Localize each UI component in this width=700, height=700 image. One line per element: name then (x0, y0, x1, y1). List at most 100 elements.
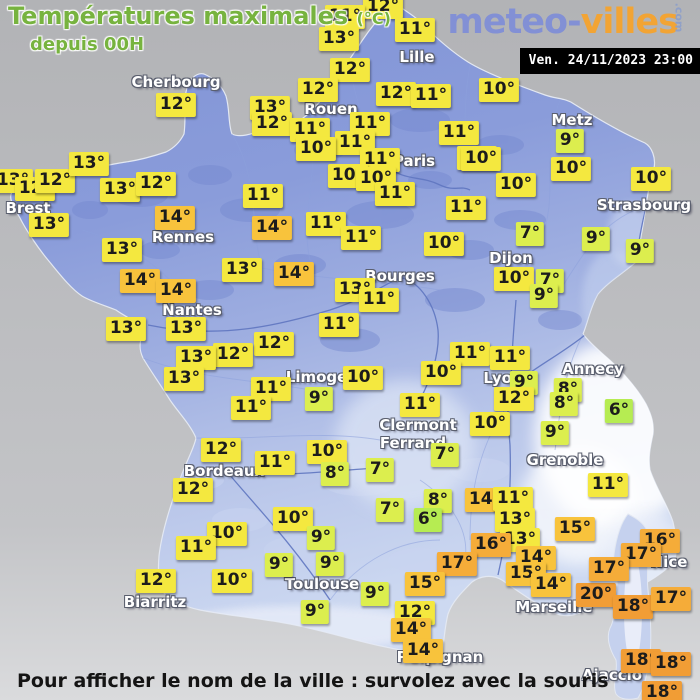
temp-label[interactable]: 17° (650, 587, 692, 611)
temp-label[interactable]: 13° (175, 346, 217, 370)
temp-label[interactable]: 11° (399, 393, 441, 417)
temp-label[interactable]: 11° (374, 182, 416, 206)
temp-label[interactable]: 14° (402, 639, 444, 663)
temp-label[interactable]: 14° (119, 269, 161, 293)
temp-label[interactable]: 12° (493, 387, 535, 411)
temp-label[interactable]: 7° (430, 443, 460, 467)
temp-label[interactable]: 11° (489, 346, 531, 370)
footer-hint: Pour afficher le nom de la ville : survo… (17, 670, 609, 692)
temp-label[interactable]: 10° (495, 173, 537, 197)
temp-label[interactable]: 11° (324, 5, 366, 29)
temp-label[interactable]: 16° (470, 533, 512, 557)
temp-label[interactable]: 12° (251, 112, 293, 136)
temp-label[interactable]: 9° (540, 421, 570, 445)
page-title: Températures maximales (8, 2, 349, 30)
temp-label[interactable]: 10° (469, 412, 511, 436)
temp-label[interactable]: 13° (99, 178, 141, 202)
temp-label[interactable]: 11° (358, 288, 400, 312)
temp-label[interactable]: 12° (212, 343, 254, 367)
temp-label[interactable]: 13° (105, 317, 147, 341)
temp-label[interactable]: 12° (297, 78, 339, 102)
temp-label[interactable]: 13° (28, 213, 70, 237)
temp-label[interactable]: 13° (221, 258, 263, 282)
temp-label[interactable]: 7° (365, 458, 395, 482)
temp-label[interactable]: 9° (315, 552, 345, 576)
temp-label[interactable]: 11° (445, 196, 487, 220)
temp-label[interactable]: 9° (360, 582, 390, 606)
temp-label[interactable]: 6° (604, 399, 634, 423)
temp-label[interactable]: 14° (390, 618, 432, 642)
temp-label[interactable]: 7° (375, 498, 405, 522)
temp-label[interactable]: 6° (413, 508, 443, 532)
temp-label[interactable]: 14° (251, 216, 293, 240)
temp-label[interactable]: 11° (492, 487, 534, 511)
temp-label[interactable]: 11° (334, 131, 376, 155)
temp-label[interactable]: 11° (410, 84, 452, 108)
temp-label[interactable]: 13° (318, 27, 360, 51)
temp-label[interactable]: 11° (305, 212, 347, 236)
temp-label[interactable]: 14° (154, 206, 196, 230)
temp-label[interactable]: 13° (165, 317, 207, 341)
city-label-nantes: Nantes (162, 301, 222, 319)
temp-label[interactable]: 10° (460, 147, 502, 171)
temp-label[interactable]: 8° (549, 392, 579, 416)
temp-label[interactable]: 12° (135, 172, 177, 196)
temp-label[interactable]: 12° (135, 569, 177, 593)
temp-label[interactable]: 13° (101, 238, 143, 262)
temp-label[interactable]: 15° (404, 572, 446, 596)
temp-label[interactable]: 9° (300, 600, 330, 624)
temp-label[interactable]: 10° (423, 232, 465, 256)
temp-label[interactable]: 9° (264, 553, 294, 577)
temp-label[interactable]: 10° (272, 507, 314, 531)
temp-label[interactable]: 11° (175, 536, 217, 560)
temp-label[interactable]: 11° (587, 473, 629, 497)
temp-label[interactable]: 7° (515, 222, 545, 246)
temp-label[interactable]: 18° (612, 595, 654, 619)
city-label-grenoble: Grenoble (526, 451, 604, 469)
temp-label[interactable]: 10° (550, 157, 592, 181)
temp-label[interactable]: 12° (375, 82, 417, 106)
temp-label[interactable]: 14° (530, 573, 572, 597)
temp-label[interactable]: 10° (493, 267, 535, 291)
temp-label[interactable]: 10° (478, 78, 520, 102)
temp-label[interactable]: 18° (641, 681, 683, 700)
temp-label[interactable]: 20° (575, 583, 617, 607)
temp-label[interactable]: 12° (155, 93, 197, 117)
temp-label[interactable]: 15° (554, 517, 596, 541)
temp-label[interactable]: 11° (254, 451, 296, 475)
temp-label[interactable]: 13° (163, 367, 205, 391)
city-label-rouen: Rouen (304, 100, 358, 118)
temp-label[interactable]: 11° (394, 18, 436, 42)
temp-label[interactable]: 17° (588, 557, 630, 581)
temp-label[interactable]: 12° (200, 438, 242, 462)
temp-label[interactable]: 13° (68, 152, 110, 176)
temp-label[interactable]: 9° (581, 227, 611, 251)
temp-label[interactable]: 14° (155, 279, 197, 303)
temp-label[interactable]: 9° (304, 387, 334, 411)
temp-label[interactable]: 8° (320, 462, 350, 486)
temp-label[interactable]: 11° (340, 226, 382, 250)
temp-label[interactable]: 12° (329, 58, 371, 82)
temp-label[interactable]: 9° (625, 239, 655, 263)
temp-label[interactable]: 9° (306, 526, 336, 550)
temp-label[interactable]: 12° (253, 332, 295, 356)
temp-label[interactable]: 18° (650, 652, 692, 676)
temp-label[interactable]: 14° (273, 262, 315, 286)
temp-label[interactable]: 10° (211, 569, 253, 593)
temp-label[interactable]: 10° (630, 167, 672, 191)
temp-label[interactable]: 12° (172, 478, 214, 502)
temp-label[interactable]: 11° (438, 121, 480, 145)
temp-label[interactable]: 11° (318, 313, 360, 337)
temp-label[interactable]: 12° (362, 0, 404, 19)
temp-label[interactable]: 11° (242, 184, 284, 208)
temp-label[interactable]: 9° (555, 129, 585, 153)
temp-label[interactable]: 12° (34, 169, 76, 193)
site-logo[interactable]: meteo-villes .com (447, 2, 685, 42)
temp-label[interactable]: 10° (295, 137, 337, 161)
temp-label[interactable]: 10° (306, 440, 348, 464)
temp-label[interactable]: 10° (420, 361, 462, 385)
temp-label[interactable]: 10° (342, 366, 384, 390)
temp-label[interactable]: 9° (529, 284, 559, 308)
temp-label[interactable]: 17° (620, 543, 662, 567)
temp-label[interactable]: 11° (230, 396, 272, 420)
